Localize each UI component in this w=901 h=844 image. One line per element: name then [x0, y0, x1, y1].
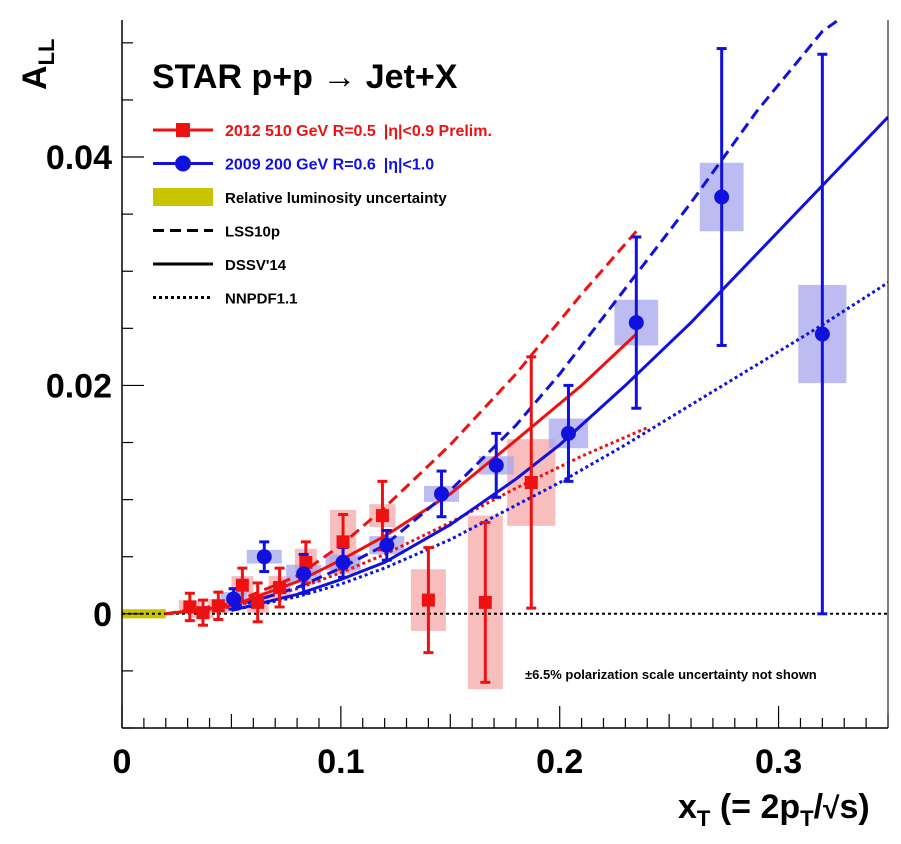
marker-square-9	[421, 593, 435, 607]
curve-dotted-red	[165, 426, 648, 616]
marker-square-6	[299, 555, 313, 569]
marker-circle-5	[434, 486, 450, 502]
legend-marker-square	[176, 123, 190, 137]
marker-square-2	[211, 599, 225, 613]
legend-eta-text: |η|<1.0	[384, 157, 434, 174]
x-tick-label: 0.2	[536, 743, 583, 781]
y-tick-label: 0	[93, 596, 112, 634]
legend-label-text: 2009 200 GeV R=0.6	[225, 157, 376, 174]
data-markers	[183, 189, 830, 620]
marker-square-4	[251, 595, 265, 609]
marker-circle-10	[814, 326, 830, 342]
marker-square-10	[478, 595, 492, 609]
marker-circle-0	[226, 591, 242, 607]
tick-labels: 0 0.1 0.2 0.3 0 0.02 0.04	[46, 139, 802, 781]
legend-label-5: NNPDF1.1	[225, 291, 298, 308]
legend: 2012 510 GeV R=0.5 |η|<0.9 Prelim. 2009 20…	[153, 123, 492, 308]
legend-eta-text: |η|<0.9 Prelim.	[384, 123, 492, 140]
x-axis-label: xT (= 2pT/√s)	[678, 788, 870, 831]
legend-label-text: DSSV'14	[225, 257, 287, 274]
axes-frame	[121, 20, 889, 729]
legend-label-text: 2012 510 GeV R=0.5	[225, 123, 376, 140]
marker-square-5	[273, 581, 287, 595]
legend-label-text: LSS10p	[225, 224, 280, 241]
x-tick-label: 0.3	[755, 743, 802, 781]
marker-circle-7	[560, 425, 576, 441]
marker-square-7	[336, 535, 350, 549]
annotation-polarization: ±6.5% polarization scale uncertainty not…	[525, 667, 817, 682]
marker-circle-2	[296, 566, 312, 582]
legend-label-text: Relative luminosity uncertainty	[225, 190, 447, 207]
marker-circle-6	[488, 457, 504, 473]
legend-label-3: LSS10p	[225, 224, 280, 241]
y-axis-label: ALL	[16, 39, 59, 90]
legend-marker-circle	[175, 155, 191, 172]
legend-label-1: 2009 200 GeV R=0.6 |η|<1.0	[225, 157, 434, 174]
legend-label-2: Relative luminosity uncertainty	[225, 190, 447, 207]
marker-circle-4	[379, 537, 395, 553]
legend-label-4: DSSV'14	[225, 257, 287, 274]
curve-dashed-blue	[230, 20, 841, 610]
y-tick-label: 0.02	[46, 367, 112, 405]
chart-title: STAR p+p → Jet+X	[152, 58, 458, 96]
legend-lumi-box	[153, 188, 213, 206]
x-tick-label: 0.1	[317, 743, 364, 781]
marker-square-0	[183, 600, 197, 614]
marker-square-3	[235, 578, 249, 592]
legend-label-0: 2012 510 GeV R=0.5 |η|<0.9 Prelim.	[225, 123, 492, 140]
marker-circle-8	[628, 315, 644, 331]
y-tick-label: 0.04	[46, 139, 112, 177]
curve-solid-blue	[231, 116, 888, 612]
legend-label-text: NNPDF1.1	[225, 291, 298, 308]
x-tick-label: 0	[113, 743, 132, 781]
axis-ticks	[121, 42, 889, 729]
marker-square-8	[375, 509, 389, 523]
marker-square-1	[196, 606, 210, 620]
marker-circle-1	[256, 549, 272, 565]
curve-dotted-blue	[231, 281, 888, 612]
curve-dashed-red	[165, 230, 638, 616]
marker-square-11	[524, 475, 538, 489]
marker-circle-9	[714, 189, 730, 205]
marker-circle-3	[335, 554, 351, 570]
theory-curves	[165, 20, 888, 616]
